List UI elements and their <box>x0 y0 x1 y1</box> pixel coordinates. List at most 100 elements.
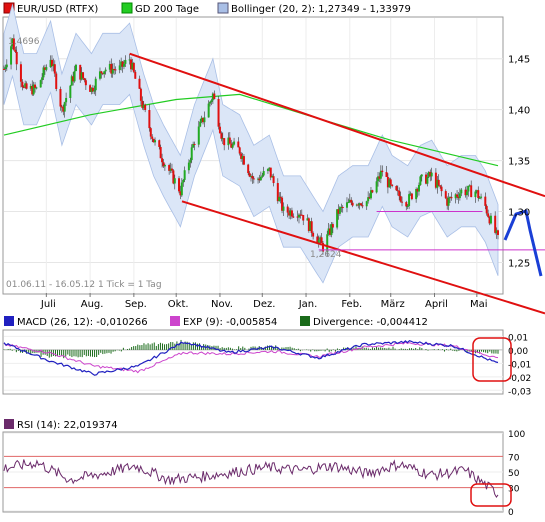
legend-label-bollinger: Bollinger (20, 2): 1,27349 - 1,33979 <box>231 4 411 15</box>
candle-body <box>24 83 27 88</box>
candle-body <box>257 178 260 180</box>
legend-swatch-exp <box>170 316 180 326</box>
main-x-tick-label: Feb. <box>341 299 362 310</box>
rsi-y-tick-label: 30 <box>508 485 520 495</box>
candle-body <box>168 165 171 171</box>
candle-body <box>134 71 137 79</box>
candle-body <box>80 72 83 80</box>
candle-body <box>449 196 452 198</box>
legend-label-eurusd: EUR/USD (RTFX) <box>17 4 98 15</box>
candle-body <box>142 104 145 108</box>
candle-body <box>230 143 233 148</box>
main-y-axis: 1,45 1,40 1,35 1,30 1,25 <box>508 55 530 270</box>
candle-body <box>405 202 408 207</box>
main-x-tick-label: Aug. <box>81 299 104 310</box>
candle-body <box>326 234 329 252</box>
rsi-y-tick-label: 0 <box>508 508 514 518</box>
candle-body <box>90 87 93 92</box>
candle-body <box>398 190 401 197</box>
candle-body <box>329 228 332 235</box>
candle-body <box>312 232 315 237</box>
candle-body <box>93 90 96 92</box>
candle-body <box>268 167 271 169</box>
candle-body <box>34 84 37 89</box>
candle-body <box>220 133 223 139</box>
candle-body <box>350 199 353 203</box>
candle-body <box>348 199 351 203</box>
candle-body <box>211 93 214 101</box>
candle-body <box>151 136 154 139</box>
candle-body <box>250 175 252 177</box>
candle-body <box>52 64 55 67</box>
candle-body <box>45 67 48 70</box>
candle-body <box>101 73 104 75</box>
main-x-tick-label: Nov. <box>211 299 233 310</box>
legend-swatch-macd <box>4 316 14 326</box>
candle-body <box>49 59 52 68</box>
candle-body <box>488 216 491 224</box>
candle-body <box>240 153 243 159</box>
candle-body <box>89 85 92 92</box>
gd200-line <box>3 93 499 167</box>
candle-body <box>440 186 443 192</box>
candle-body <box>310 221 313 233</box>
candle-body <box>83 78 86 81</box>
channel-lower-line <box>181 200 545 315</box>
candle-body <box>307 218 310 231</box>
candle-body <box>190 147 193 161</box>
candle-body <box>386 176 389 188</box>
candle-body <box>108 63 111 70</box>
candle-body <box>320 237 323 243</box>
candle-body <box>385 172 388 177</box>
candle-body <box>182 179 185 183</box>
legend-swatch-gd200 <box>121 2 133 14</box>
candle-body <box>281 197 284 211</box>
candle-body <box>489 215 492 224</box>
candle-body <box>238 147 241 154</box>
candle-body <box>60 106 63 108</box>
main-y-tick-label: 1,40 <box>508 106 530 117</box>
candle-body <box>148 109 151 129</box>
candle-body <box>271 176 274 178</box>
candle-body <box>430 172 433 177</box>
candle-body <box>130 59 133 70</box>
candle-body <box>118 65 121 70</box>
legend-label-exp: EXP (9): -0,005854 <box>183 317 277 328</box>
candle-body <box>399 196 402 202</box>
candle-body <box>197 126 200 145</box>
candle-body <box>5 64 8 68</box>
candle-body <box>302 215 305 221</box>
candle-body <box>368 197 371 199</box>
candle-body <box>468 185 471 187</box>
macd-plot-frame <box>2 329 504 395</box>
candle-body <box>379 170 382 179</box>
candle-body <box>484 196 487 206</box>
candle-body <box>82 72 85 79</box>
macd-y-tick-label: -0,02 <box>508 374 531 384</box>
candle-body <box>193 143 196 145</box>
candle-body <box>475 190 478 192</box>
candle-body <box>3 68 5 70</box>
candle-body <box>53 64 56 74</box>
candle-body <box>172 170 175 184</box>
legend-swatch-rsi <box>4 419 14 429</box>
main-y-tick-label: 1,25 <box>508 258 530 269</box>
candle-body <box>70 76 73 86</box>
candle-body <box>470 185 473 198</box>
candle-body <box>495 230 498 233</box>
candle-body <box>259 176 262 181</box>
candle-body <box>357 204 360 206</box>
candle-body <box>429 172 432 177</box>
legend-swatch-eurusd <box>3 2 15 14</box>
candle-body <box>327 228 330 235</box>
candle-body <box>439 185 442 187</box>
candle-body <box>464 189 467 196</box>
candle-body <box>258 178 261 181</box>
candle-body <box>395 186 398 191</box>
candle-body <box>436 179 439 188</box>
macd-y-tick-label: 0,01 <box>508 333 528 343</box>
candle-body <box>251 175 254 179</box>
candle-body <box>241 156 244 159</box>
candle-body <box>417 184 420 192</box>
candle-body <box>299 214 302 216</box>
